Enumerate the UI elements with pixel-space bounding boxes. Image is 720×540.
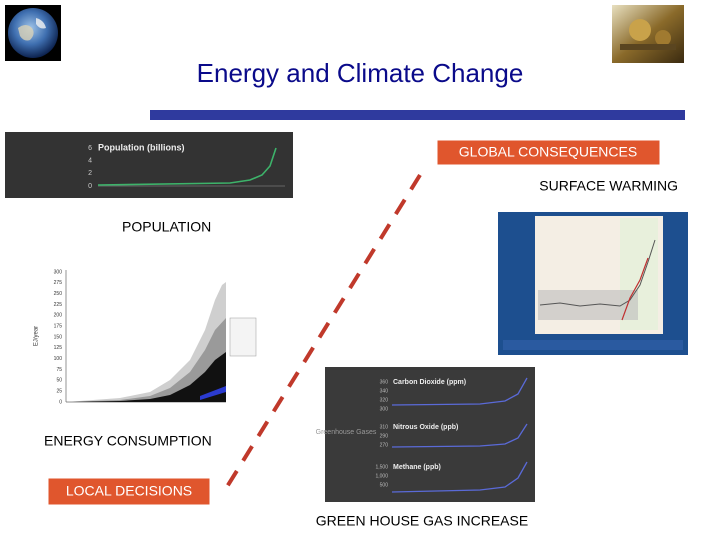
ghg-tick-label: 1,500	[375, 464, 388, 470]
ghg-tick-label: 290	[380, 433, 389, 439]
energy-tick-label: 250	[54, 291, 63, 297]
population-chart-title: Population (billions)	[98, 142, 185, 152]
ghg-tick-label: 340	[380, 388, 389, 394]
ghg-tick-label: 500	[380, 482, 389, 488]
greenhouse-gas-chart: Greenhouse Gases Carbon Dioxide (ppm) 360…	[316, 367, 535, 502]
ghg-side-label: Greenhouse Gases	[316, 429, 377, 436]
local-decisions-box	[47, 477, 211, 506]
energy-tick-label: 100	[54, 356, 63, 362]
energy-tick-label: 300	[54, 269, 63, 275]
slide-title: Energy and Climate Change	[197, 58, 524, 88]
earth-image	[5, 5, 61, 61]
global-consequences-label: GLOBAL CONSEQUENCES	[459, 144, 637, 160]
energy-tick-label: 50	[56, 378, 62, 384]
population-chart: Population (billions) 6 4 2 0	[5, 132, 293, 198]
population-tick-label: 2	[88, 170, 92, 177]
ghg-tick-label: 1,000	[375, 473, 388, 479]
global-consequences-box	[436, 139, 661, 166]
energy-tick-label: 225	[54, 302, 63, 308]
energy-tick-label: 200	[54, 313, 63, 319]
greenhouse-gas-increase-label: GREEN HOUSE GAS INCREASE	[316, 513, 528, 529]
ghg-tick-label: 320	[380, 397, 389, 403]
energy-tick-label: 75	[56, 367, 62, 373]
dashed-connector	[223, 173, 422, 492]
ghg-panel-title: Methane (ppb)	[393, 464, 441, 471]
energy-axis-label: EJ/year	[34, 326, 40, 346]
energy-consumption-label: ENERGY CONSUMPTION	[44, 433, 212, 449]
ghg-tick-label: 310	[380, 424, 389, 430]
ghg-panel-title: Carbon Dioxide (ppm)	[393, 379, 466, 386]
population-tick-label: 0	[88, 183, 92, 190]
surface-warming-chart	[498, 212, 688, 355]
energy-chart: EJ/year 30027525022520017515012510075502…	[30, 268, 258, 412]
population-tick-label: 6	[88, 145, 92, 152]
population-label: POPULATION	[122, 219, 211, 235]
energy-tick-label: 0	[59, 399, 62, 405]
energy-tick-label: 175	[54, 323, 63, 329]
ghg-tick-label: 360	[380, 379, 389, 385]
local-decisions-label: LOCAL DECISIONS	[66, 483, 192, 499]
title-bar	[150, 110, 685, 120]
lab-photo	[612, 5, 684, 63]
ghg-tick-label: 300	[380, 406, 389, 412]
ghg-panel-title: Nitrous Oxide (ppb)	[393, 424, 458, 431]
energy-tick-label: 150	[54, 334, 63, 340]
energy-tick-label: 275	[54, 280, 63, 286]
energy-tick-label: 125	[54, 345, 63, 351]
ghg-tick-label: 270	[380, 442, 389, 448]
energy-tick-label: 25	[56, 388, 62, 394]
population-tick-label: 4	[88, 158, 92, 165]
surface-warming-label: SURFACE WARMING	[539, 178, 678, 194]
